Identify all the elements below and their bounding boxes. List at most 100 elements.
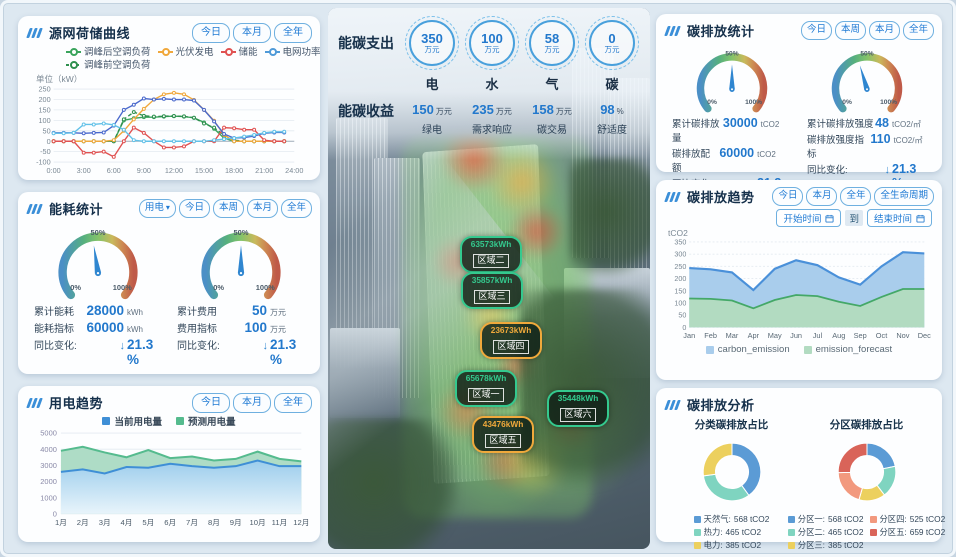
panel-header: 能耗统计 用电 ▾ 今日 本周 本月 全年 bbox=[26, 199, 312, 218]
svg-text:0:00: 0:00 bbox=[47, 165, 61, 174]
svg-text:Jun: Jun bbox=[790, 331, 802, 340]
range-button-today[interactable]: 今日 bbox=[192, 23, 230, 43]
zone-name: 区域一 bbox=[468, 387, 504, 402]
svg-text:150: 150 bbox=[674, 287, 686, 295]
range-button-year[interactable]: 全年 bbox=[902, 21, 934, 40]
svg-text:4月: 4月 bbox=[121, 517, 133, 526]
svg-text:4000: 4000 bbox=[40, 444, 57, 453]
income-item: 158 万元 碳交易 bbox=[532, 102, 572, 136]
zone-label: 35448kWh 区域六 bbox=[547, 390, 609, 427]
city-building bbox=[330, 328, 400, 418]
range-button-today[interactable]: 今日 bbox=[772, 187, 804, 206]
range-button-year[interactable]: 全年 bbox=[840, 187, 872, 206]
expense-circle-gas: 58 万元 bbox=[525, 16, 579, 70]
date-to-label: 到 bbox=[845, 210, 863, 226]
zone-label: 63573kWh 区域二 bbox=[460, 236, 522, 273]
range-buttons: 用电 ▾ 今日 本周 本月 全年 bbox=[138, 199, 312, 218]
trees bbox=[520, 289, 650, 489]
start-date-picker[interactable]: 开始时间 bbox=[776, 209, 842, 227]
zone-name: 区域五 bbox=[485, 433, 521, 448]
range-button-month[interactable]: 本月 bbox=[233, 393, 271, 413]
range-button-year[interactable]: 全年 bbox=[274, 393, 312, 413]
svg-text:10月: 10月 bbox=[249, 517, 265, 526]
zone-donut-chart bbox=[837, 442, 896, 502]
svg-text:24:00: 24:00 bbox=[285, 165, 303, 174]
panel-source-grid-curve: 源网荷储曲线 今日 本月 全年 调峰后空调负荷 光伏发电 储能 电网功率 调峰前… bbox=[18, 16, 321, 180]
range-button-today[interactable]: 今日 bbox=[800, 21, 832, 40]
y-axis-label: tCO2 bbox=[668, 228, 688, 238]
range-button-week[interactable]: 本周 bbox=[834, 21, 866, 40]
svg-text:Mar: Mar bbox=[726, 331, 739, 340]
end-date-picker[interactable]: 结束时间 bbox=[866, 209, 932, 227]
gauge-chart: 50% 0% 100% bbox=[57, 228, 138, 300]
range-button-month[interactable]: 本月 bbox=[868, 21, 900, 40]
panel-bars-icon bbox=[26, 27, 43, 38]
gauge-needle bbox=[237, 245, 244, 274]
energy-type-dropdown[interactable]: 用电 ▾ bbox=[138, 199, 176, 218]
panel-bars-icon bbox=[664, 25, 681, 36]
svg-text:5月: 5月 bbox=[142, 517, 154, 526]
panel-carbon-trend: 碳排放趋势 今日 本月 全年 全生命周期 开始时间 到 结束时间 tCO2 35… bbox=[656, 180, 942, 380]
svg-text:3000: 3000 bbox=[40, 460, 57, 469]
svg-text:-50: -50 bbox=[40, 147, 51, 156]
range-button-month[interactable]: 本月 bbox=[246, 199, 278, 218]
gauge-emission-intensity: 50% 0% 100% 累计碳排放强度 48 tCO2/㎡ 碳排放强度指标 110 tC… bbox=[799, 42, 934, 205]
arrow-down-icon: ↓ bbox=[884, 164, 891, 176]
range-button-year[interactable]: 全年 bbox=[280, 199, 312, 218]
panel-bars-icon bbox=[664, 399, 681, 410]
chart-legend: 调峰后空调负荷 光伏发电 储能 电网功率 调峰前空调负荷 bbox=[66, 46, 328, 72]
panel-carbon-analysis: 碳排放分析 分类碳排放占比 天然气: 568 tCO2 热力: 465 tCO2 电力:… bbox=[656, 388, 945, 550]
income-item: 150 万元 绿电 bbox=[412, 102, 452, 136]
svg-text:50: 50 bbox=[678, 312, 686, 320]
expense-circle-electricity: 350 万元 bbox=[405, 16, 459, 70]
svg-text:100%: 100% bbox=[255, 283, 274, 292]
zone-label: 43476kWh 区域五 bbox=[472, 416, 534, 453]
svg-text:0: 0 bbox=[682, 324, 686, 332]
legend-swatch-icon bbox=[176, 416, 184, 425]
zone-donut-box: 分区碳排放占比 分区一: 568 tCO2 分区二: 465 tCO2 分区三: 385 … bbox=[787, 415, 945, 551]
zone-label: 65678kWh 区域一 bbox=[455, 370, 517, 407]
gauge-needle bbox=[728, 64, 735, 90]
svg-text:0%: 0% bbox=[213, 283, 224, 292]
range-button-month[interactable]: 本月 bbox=[233, 23, 271, 43]
stat-row: 碳排放强度指标 110 tCO2/㎡ bbox=[807, 132, 923, 160]
stat-row: 累计碳排放量 30000 tCO2 bbox=[672, 116, 780, 144]
range-button-week[interactable]: 本周 bbox=[212, 199, 244, 218]
svg-text:300: 300 bbox=[674, 251, 686, 259]
svg-text:0%: 0% bbox=[842, 99, 852, 106]
calendar-icon bbox=[825, 214, 835, 223]
svg-text:May: May bbox=[768, 331, 782, 340]
svg-text:Sep: Sep bbox=[854, 331, 867, 340]
legend-swatch-icon bbox=[803, 345, 812, 354]
zone-energy-value: 65678kWh bbox=[465, 373, 507, 383]
svg-text:100%: 100% bbox=[745, 99, 762, 106]
range-button-lifecycle[interactable]: 全生命周期 bbox=[874, 187, 934, 206]
donut-legend: 分区一: 568 tCO2 分区二: 465 tCO2 分区三: 385 tCO2 分区四:… bbox=[787, 513, 945, 551]
legend-item: 光伏发电 bbox=[157, 46, 214, 59]
svg-text:18:00: 18:00 bbox=[225, 165, 243, 174]
svg-text:200: 200 bbox=[39, 95, 51, 104]
zone-label: 23673kWh 区域四 bbox=[480, 322, 542, 359]
range-button-year[interactable]: 全年 bbox=[274, 23, 312, 43]
gauge-needle bbox=[859, 65, 870, 91]
legend-marker-icon bbox=[66, 61, 81, 69]
legend-item: 储能 bbox=[220, 46, 258, 59]
chart-legend: carbon_emission emission_forecast bbox=[664, 344, 934, 355]
panel-title: 用电趋势 bbox=[49, 396, 104, 412]
range-button-month[interactable]: 本月 bbox=[806, 187, 838, 206]
zone-name: 区域六 bbox=[560, 407, 596, 422]
category-donut-chart bbox=[702, 442, 761, 502]
svg-text:2月: 2月 bbox=[77, 517, 89, 526]
range-button-today[interactable]: 今日 bbox=[178, 199, 210, 218]
legend-item: 当前用电量 bbox=[102, 414, 162, 428]
stat-row: 累计碳排放强度 48 tCO2/㎡ bbox=[807, 116, 921, 130]
range-button-today[interactable]: 今日 bbox=[192, 393, 230, 413]
expense-label: 能碳支出 bbox=[338, 35, 394, 51]
range-buttons: 今日 本月 全年 bbox=[192, 23, 312, 43]
donut-title: 分区碳排放占比 bbox=[829, 419, 904, 431]
legend-marker-icon bbox=[264, 48, 280, 56]
panel-title: 碳排放趋势 bbox=[687, 190, 755, 205]
svg-text:0%: 0% bbox=[70, 283, 81, 292]
svg-text:50%: 50% bbox=[233, 228, 248, 237]
category-donut-box: 分类碳排放占比 天然气: 568 tCO2 热力: 465 tCO2 电力: 385 tC… bbox=[664, 415, 799, 551]
